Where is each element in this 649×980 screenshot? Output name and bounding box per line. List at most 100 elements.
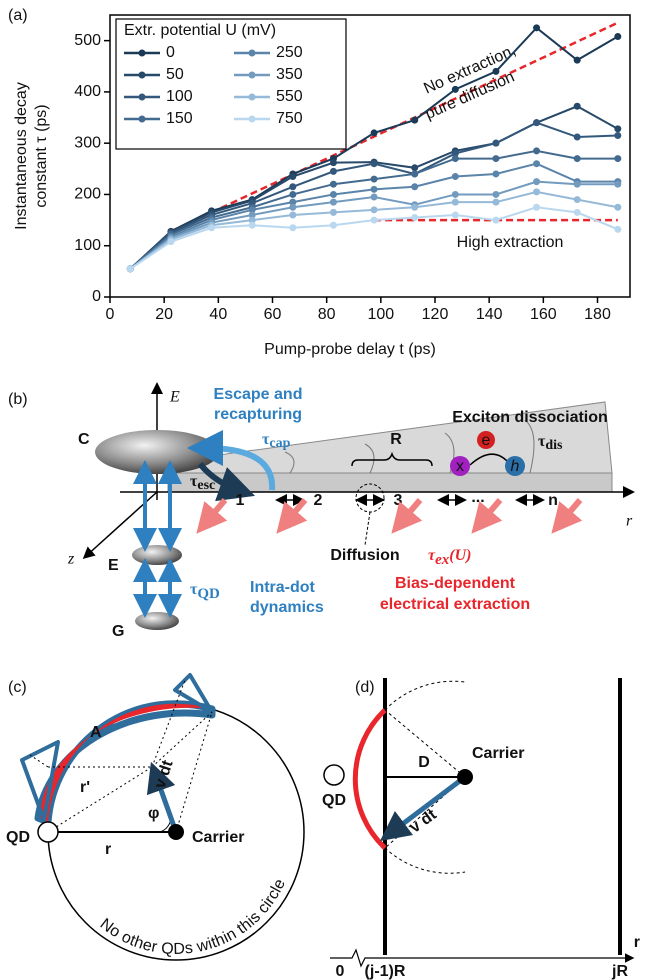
data-point [411,170,418,177]
axis-label: E [169,389,180,406]
carrier [168,824,184,840]
data-point [452,86,459,93]
data-point [330,222,337,229]
crossing-arc [355,710,385,848]
data-point [330,181,337,188]
diagram-b: (b) E r z C E G Escape and recapturing τ… [8,385,633,640]
carrier-label: Carrier [192,829,244,846]
legend-label: 350 [276,66,303,83]
data-point [492,140,499,147]
data-point [574,155,581,162]
data-point [330,191,337,198]
data-point [289,211,296,218]
legend-marker [139,116,146,123]
axis-tick-label: 0 [336,963,345,980]
data-point [452,191,459,198]
data-point [574,103,581,110]
intra-dot-label: dynamics [250,599,324,616]
data-point [614,204,621,211]
level-g [135,612,179,630]
line-part [483,500,500,520]
data-point [330,168,337,175]
data-point [411,214,418,221]
line-part [208,500,225,520]
line-part [403,500,420,520]
data-point [492,155,499,162]
data-point [614,226,621,233]
diffusion-label: Diffusion [330,547,399,564]
level-e [132,545,182,565]
data-point [289,224,296,231]
qd [324,765,344,785]
intra-dot-label: Intra-dot [250,579,316,596]
data-point [492,217,499,224]
y-tick-label: 400 [74,83,101,100]
data-point [452,155,459,162]
level-label: C [78,431,90,448]
legend-marker [249,50,256,57]
x-tick-label: 0 [106,306,115,323]
area-label: A [90,724,102,741]
legend-marker [139,50,146,57]
tspan-part: esc [197,478,215,493]
data-point [533,178,540,185]
y-axis-label: constant τ (ps) [33,104,50,207]
data-point [371,129,378,136]
carrier [457,769,473,785]
line-part [176,712,212,832]
tau-qd: τQD [190,581,220,603]
panel-label: (b) [8,391,28,408]
data-point [492,191,499,198]
y-tick-label: 300 [74,134,101,151]
x-tick-label: 120 [422,306,449,323]
data-point [533,204,540,211]
data-point [371,186,378,193]
data-point [533,147,540,154]
particle-label: x [456,458,464,475]
data-point [452,199,459,206]
escape-text: recapturing [214,406,302,423]
tspan-part: (U) [449,547,471,564]
data-point [289,173,296,180]
diagram-c: (c) A QD r r' φ v dt Carrier No other QD… [6,675,304,960]
r-prime-label: r' [80,779,90,796]
data-point [492,68,499,75]
site-label: 3 [394,492,403,509]
data-point [574,196,581,203]
extraction-label: Bias-dependent [395,575,516,592]
data-point [249,222,256,229]
data-point [371,176,378,183]
legend-marker [139,72,146,79]
data-point [289,183,296,190]
legend-label: 100 [166,88,193,105]
circle-note-path: No other QDs within this circle [97,876,290,958]
data-point [492,199,499,206]
legend-marker [139,94,146,101]
x-tick-label: 100 [367,306,394,323]
tspan-part: QD [197,586,220,602]
legend-marker [249,72,256,79]
qd [38,822,58,842]
escape-text: Escape and [214,386,303,403]
page: {"chart_data": {"type": "line", "panel_l… [0,0,649,980]
level-label: E [108,557,119,574]
legend-label: 750 [276,110,303,127]
leader [365,512,370,545]
x-tick-label: 20 [155,306,173,323]
data-point [614,132,621,139]
data-point [411,164,418,171]
data-point [614,33,621,40]
axis-tick-label: (j-1)R [365,963,406,980]
legend-label: 250 [276,44,303,61]
data-point [533,188,540,195]
tspan-part: cap [269,436,290,451]
x-tick-label: 160 [530,306,557,323]
legend-label: 550 [276,88,303,105]
data-point [371,206,378,213]
qd-label: QD [322,792,346,809]
data-point [371,160,378,167]
diagram-d: (d) QD D Carrier v dt r 0 (j-1)R jR [322,678,640,980]
data-point [289,191,296,198]
path-part [385,681,465,710]
legend-marker [249,94,256,101]
